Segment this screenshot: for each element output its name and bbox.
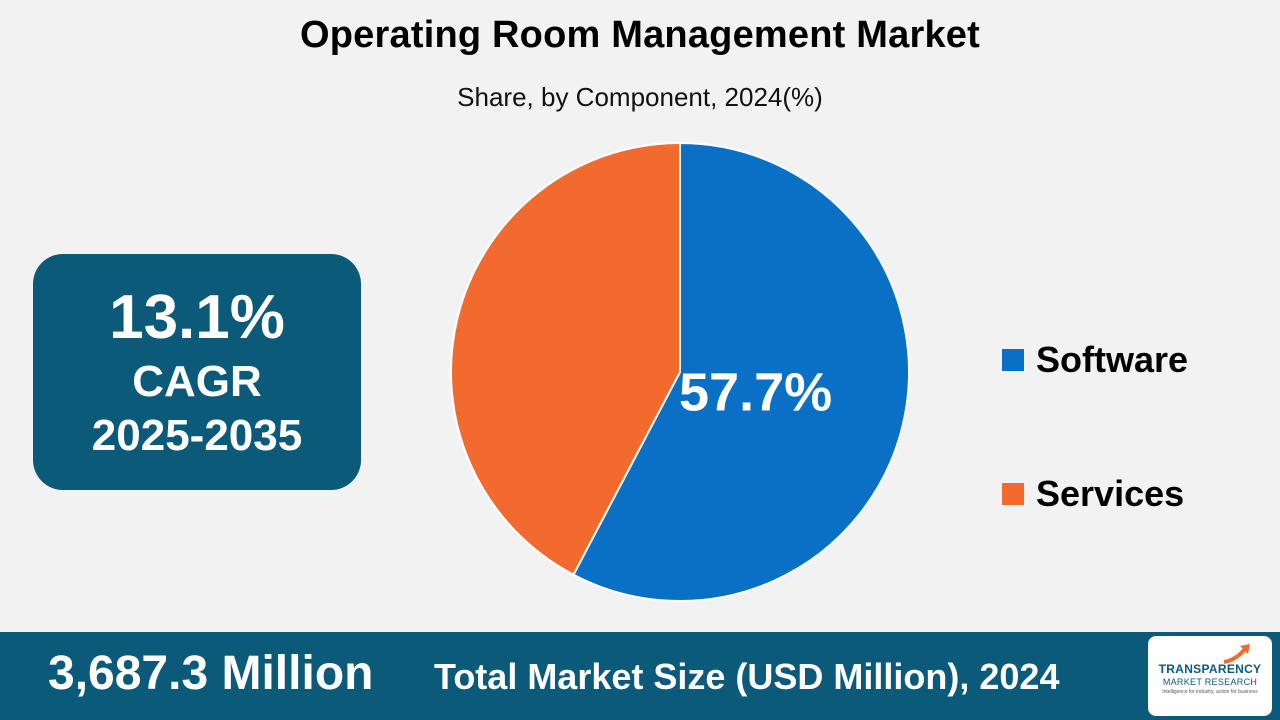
cagr-value: 13.1% (109, 283, 285, 352)
pie-slice-software (572, 141, 910, 602)
market-size-label: Total Market Size (USD Million), 2024 (434, 656, 1060, 697)
page-title: Operating Room Management Market (300, 14, 980, 56)
legend-item-services: Services (1002, 470, 1188, 518)
pie-slice-services (450, 141, 681, 577)
cagr-box: 13.1% CAGR 2025-2035 (33, 254, 361, 490)
legend-swatch-software (1002, 349, 1024, 371)
logo-tagline: Intelligence for industry, action for bu… (1162, 689, 1258, 695)
chart-subtitle: Share, by Component, 2024(%) (457, 82, 823, 112)
company-logo: TRANSPARENCY MARKET RESEARCH Intelligenc… (1148, 636, 1272, 716)
legend: Software Services (1002, 336, 1188, 604)
logo-name: TRANSPARENCY (1158, 662, 1262, 676)
cagr-period: 2025-2035 (91, 411, 303, 460)
legend-label-services: Services (1036, 473, 1185, 514)
logo-sub: MARKET RESEARCH (1162, 677, 1258, 687)
legend-item-software: Software (1002, 336, 1188, 384)
market-size-value: 3,687.3 Million (48, 647, 374, 700)
logo-arrow-icon (1223, 644, 1250, 664)
data-label-software: 57.7% (679, 363, 832, 423)
footer-bar: 3,687.3 Million Total Market Size (USD M… (0, 632, 1280, 720)
pie-chart: 57.7% (450, 141, 910, 602)
cagr-label: CAGR (132, 357, 262, 406)
legend-swatch-services (1002, 483, 1024, 505)
legend-label-software: Software (1036, 339, 1189, 380)
